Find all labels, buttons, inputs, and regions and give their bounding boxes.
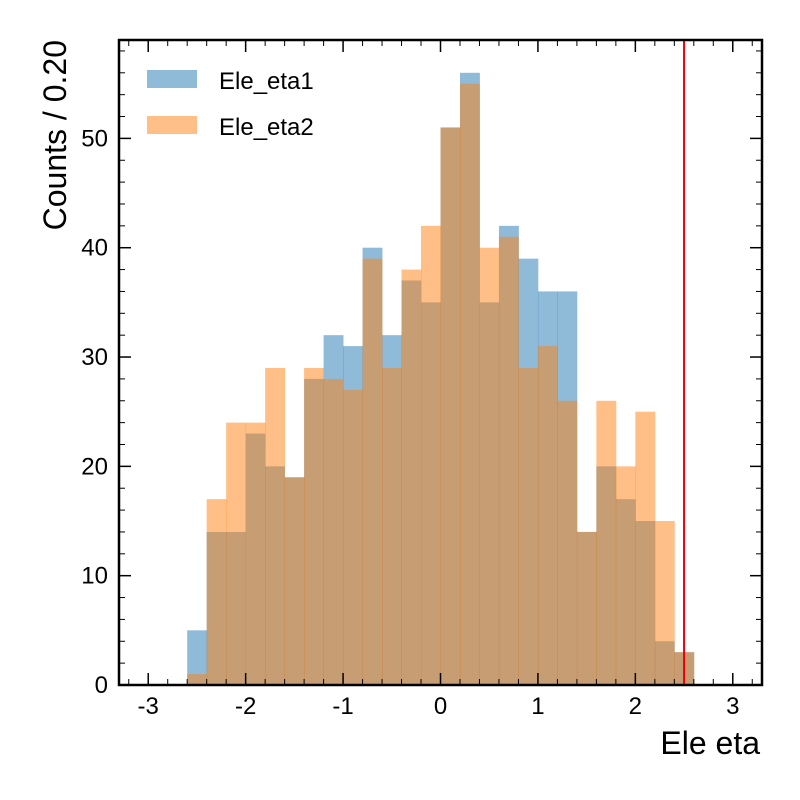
- bar-series2-bin-8: [343, 389, 363, 685]
- x-tick-label: -3: [138, 693, 159, 720]
- x-axis-title: Ele eta: [660, 725, 760, 761]
- bar-series2-bin-23: [635, 411, 656, 685]
- x-tick-label: 2: [629, 693, 642, 720]
- bar-series2-bin-0: [187, 674, 208, 685]
- bar-series2-bin-22: [615, 466, 636, 685]
- y-tick-label: 10: [81, 563, 108, 590]
- bar-series2-bin-21: [596, 400, 617, 685]
- bars-layer: [187, 72, 695, 686]
- x-tick-label: -2: [235, 693, 256, 720]
- x-tick-label: 0: [434, 693, 447, 720]
- x-tick-label: 3: [726, 693, 739, 720]
- x-tick-label: 1: [531, 693, 544, 720]
- y-tick-label: 30: [81, 344, 108, 371]
- bar-series2-bin-7: [323, 378, 344, 685]
- bar-series2-bin-18: [537, 346, 558, 685]
- bar-series2-bin-10: [382, 367, 402, 685]
- bar-series2-bin-14: [459, 83, 480, 685]
- bar-series2-bin-1: [206, 499, 227, 685]
- bar-series2-bin-2: [226, 422, 247, 685]
- x-tick-label: -1: [332, 693, 353, 720]
- series-2: [187, 83, 695, 686]
- legend-swatch-ele-eta1: [147, 70, 197, 88]
- bar-series2-bin-9: [362, 258, 383, 685]
- plot-frame: [117, 38, 764, 687]
- bar-series2-bin-12: [421, 225, 441, 685]
- bar-series1-bin-0: [187, 630, 208, 685]
- bar-series2-bin-13: [440, 127, 461, 685]
- bar-series2-bin-4: [265, 367, 286, 685]
- bar-series2-bin-15: [479, 247, 500, 686]
- bar-series2-bin-24: [654, 521, 675, 685]
- legend: Ele_eta1 Ele_eta2: [147, 68, 314, 141]
- bar-series2-bin-17: [518, 367, 539, 685]
- bar-series2-bin-20: [576, 531, 597, 685]
- bar-series2-bin-19: [557, 400, 578, 685]
- bar-series2-bin-3: [245, 422, 266, 685]
- legend-label-ele-eta2: Ele_eta2: [219, 114, 314, 141]
- y-tick-label: 20: [81, 453, 108, 480]
- y-tick-label: 40: [81, 235, 108, 262]
- y-axis-title: Counts / 0.20: [37, 40, 73, 230]
- bar-series2-bin-11: [401, 269, 422, 685]
- y-tick-label: 50: [81, 125, 108, 152]
- bar-series2-bin-5: [284, 477, 305, 685]
- bar-series2-bin-6: [304, 367, 324, 685]
- legend-swatch-ele-eta2: [147, 116, 197, 134]
- bar-series2-bin-16: [498, 236, 519, 685]
- y-tick-label: 0: [95, 672, 108, 699]
- legend-label-ele-eta1: Ele_eta1: [219, 68, 314, 95]
